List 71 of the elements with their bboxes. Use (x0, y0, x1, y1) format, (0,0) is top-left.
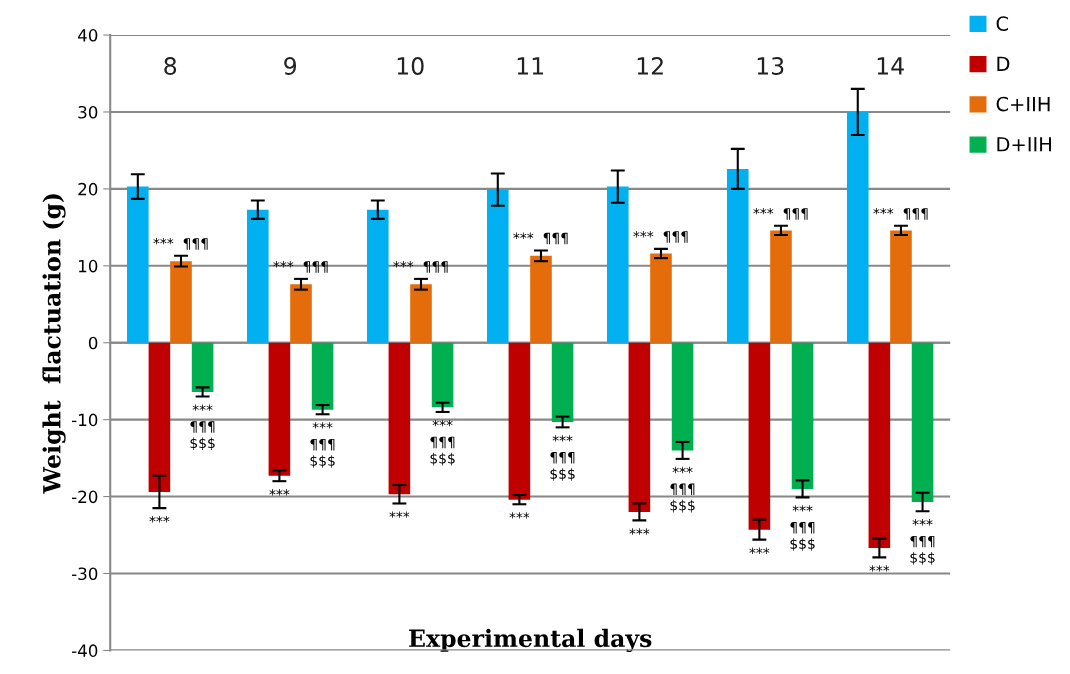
data-label: *** ¶¶¶ $$$ (790, 505, 815, 551)
bar (791, 342, 814, 489)
data-label: *** ¶¶¶ $$$ (430, 419, 455, 466)
bar (650, 253, 672, 343)
bar (148, 342, 171, 492)
y-tick-label: -40 (72, 644, 98, 657)
data-label: *** ¶¶¶ $$$ (910, 519, 935, 565)
data-label: *** ¶¶¶ $$$ (190, 404, 215, 451)
bar (366, 209, 389, 343)
bar (748, 342, 771, 530)
bar (530, 255, 552, 343)
x-tick-label: 13 (757, 57, 784, 75)
bar (486, 189, 509, 343)
legend-label: D+IIH (997, 137, 1051, 152)
data-label: *** (269, 489, 290, 496)
bar (911, 342, 934, 502)
data-label: *** (749, 547, 770, 554)
data-label: *** ¶¶¶ $$$ (550, 435, 575, 481)
legend-label: C+IIH (996, 96, 1050, 112)
bar (770, 230, 792, 343)
bar (247, 209, 269, 343)
x-tick-label: 14 (877, 57, 904, 75)
data-label: *** ¶¶¶ (393, 261, 448, 273)
bar (311, 342, 334, 410)
y-tick-label: -10 (72, 413, 98, 427)
data-label: *** ¶¶¶ $$$ (670, 466, 695, 513)
x-tick-label: 9 (284, 57, 297, 75)
bar (431, 342, 454, 408)
data-label: *** (629, 528, 650, 535)
y-tick-label: 40 (78, 29, 98, 42)
x-tick-label: 12 (637, 57, 663, 75)
y-tick-label: 30 (78, 105, 98, 119)
bar (191, 342, 214, 392)
data-label: *** ¶¶¶ (633, 231, 688, 243)
data-label: *** (509, 512, 530, 519)
bar (127, 186, 149, 343)
bar (551, 342, 574, 422)
x-tick-label: 11 (517, 57, 544, 75)
bar (671, 342, 694, 451)
y-tick-label: -20 (72, 490, 98, 504)
data-label: *** (389, 511, 410, 518)
y-axis-title: Weight flactuation (g) (42, 194, 66, 494)
data-label: *** ¶¶¶ (153, 238, 208, 250)
data-label: *** (869, 565, 890, 572)
legend-label: C (996, 16, 1009, 31)
bar (268, 342, 291, 476)
bar (868, 342, 891, 549)
bar (508, 342, 531, 500)
x-tick-label: 10 (397, 57, 424, 75)
data-label: *** ¶¶¶ (753, 208, 808, 220)
legend-label: D (997, 56, 1010, 71)
bar (290, 284, 312, 343)
y-tick-label: 20 (78, 182, 98, 196)
data-label: *** ¶¶¶ (873, 208, 928, 220)
x-tick-label: 8 (164, 57, 177, 75)
data-label: *** ¶¶¶ (513, 232, 568, 245)
bar (628, 342, 651, 512)
bar (890, 230, 912, 343)
y-tick-label: -30 (72, 567, 98, 581)
bar (606, 186, 629, 343)
data-label: *** ¶¶¶ (273, 261, 328, 273)
x-axis-title: Experimental days (409, 628, 652, 653)
bar (388, 342, 411, 495)
data-label: *** ¶¶¶ $$$ (310, 422, 335, 468)
y-tick-label: 0 (88, 336, 98, 350)
bar (410, 284, 432, 343)
bar (726, 168, 749, 343)
bar (846, 111, 869, 343)
y-tick-label: 10 (79, 259, 98, 273)
bar (170, 261, 192, 343)
data-label: *** (149, 516, 170, 523)
